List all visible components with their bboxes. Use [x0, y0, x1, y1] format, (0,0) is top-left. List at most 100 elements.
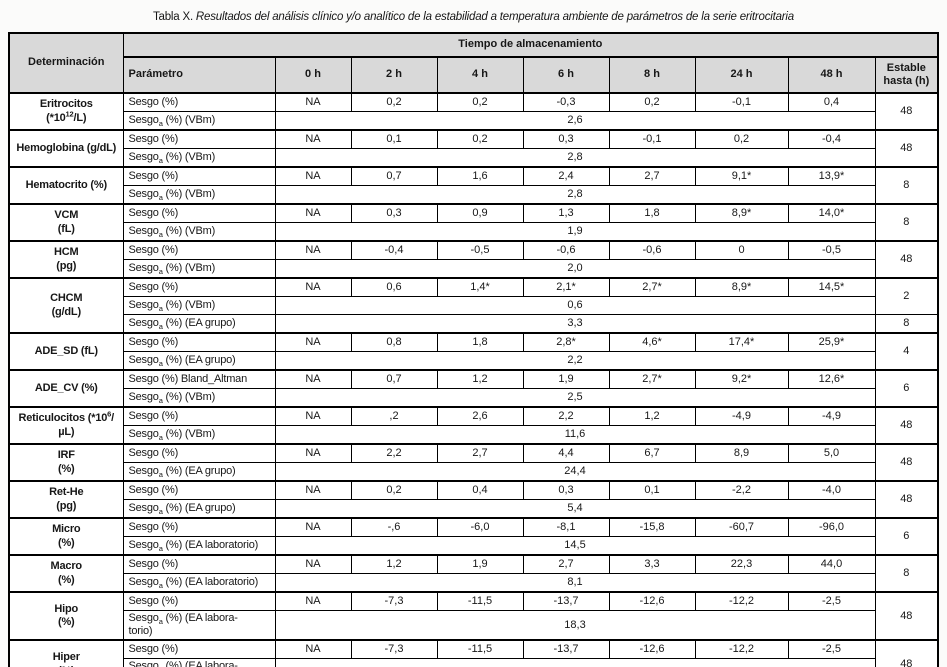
value-cell: -0,1 — [608, 129, 696, 149]
value-cell: 3,3 — [608, 554, 696, 574]
merged-value-cell: 14,5 — [274, 536, 876, 556]
value-cell: NA — [274, 332, 352, 352]
stable-until-cell: 48 — [874, 406, 939, 445]
value-cell: 1,8 — [608, 203, 696, 223]
value-cell: 0,2 — [436, 129, 524, 149]
value-cell: -0,1 — [694, 92, 789, 112]
determination-cell: Hiper(%) — [8, 639, 124, 667]
parameter-cell: Sesgoa (%) (EA grupo) — [122, 462, 276, 482]
value-cell: -4,9 — [694, 406, 789, 426]
stable-until-cell: 48 — [874, 590, 939, 641]
parameter-cell: Sesgo (%) — [122, 480, 276, 500]
table-row: Hemoglobina (g/dL) Sesgo (%) NA 0,1 0,2 0,3 -0… — [8, 129, 939, 168]
header-determinacion: Determinación — [8, 32, 124, 94]
parameter-cell: Sesgo (%) — [122, 129, 276, 149]
table-row: Reticulocitos (*106/µL) Sesgo (%) NA ,2 2,6 2… — [8, 406, 939, 445]
determination-cell: CHCM (g/dL) — [8, 277, 124, 334]
value-cell: -0,4 — [350, 240, 438, 260]
table-title-prefix: Tabla X. — [152, 11, 193, 23]
value-cell: -12,2 — [694, 639, 789, 660]
parameter-cell: Sesgoa (%) (VBm) — [122, 296, 276, 315]
value-cell: NA — [274, 554, 352, 574]
value-cell: -2,2 — [694, 480, 789, 500]
determination-cell: HCM (pg) — [8, 240, 124, 279]
table-row: Sesgoa (%) (EA grupo) 2,2 — [9, 351, 938, 371]
value-cell: 2,7* — [608, 277, 696, 297]
table-row: Sesgoa (%) (VBm) 2,6 — [9, 111, 938, 131]
determination-cell: Micro (%) — [8, 517, 124, 556]
stable-until-cell: 48 — [874, 129, 939, 168]
stable-until-cell: 6 — [874, 517, 939, 556]
value-cell: NA — [274, 166, 352, 186]
value-cell: 2,2 — [522, 406, 610, 426]
merged-value-cell: 3,3 — [274, 314, 876, 334]
stable-until-cell: 48 — [874, 443, 939, 482]
table-row: Eritrocitos (*1012/L) Sesgo (%) NA 0,2 0,2 -0,… — [8, 92, 939, 131]
value-cell: 1,6 — [436, 166, 524, 186]
table-row: Sesgoa (%) (VBm) 2,5 — [9, 388, 938, 408]
value-cell: NA — [274, 480, 352, 500]
table-row: Macro (%) Sesgo (%) NA 1,2 1,9 2,7 3,3 22,3 44,0 8 — [8, 554, 939, 593]
header-time-24h: 24 h — [694, 56, 789, 94]
value-cell: 1,9 — [436, 554, 524, 574]
value-cell: 8,9 — [694, 443, 789, 463]
merged-value-cell: 2,8 — [274, 148, 876, 168]
stable-until-cell: 8 — [874, 314, 939, 334]
determination-cell: ADE_SD (fL) — [8, 332, 124, 371]
parameter-cell: Sesgoa (%) (EA grupo) — [122, 314, 276, 334]
value-cell: 2,1* — [522, 277, 610, 297]
parameter-cell: Sesgoa (%) (VBm) — [122, 111, 276, 131]
value-cell: 0,2 — [436, 92, 524, 112]
value-cell: 2,4 — [522, 166, 610, 186]
value-cell: 0,2 — [694, 129, 789, 149]
value-cell: -,6 — [350, 517, 438, 537]
value-cell: -0,5 — [436, 240, 524, 260]
parameter-cell: Sesgoa (%) (VBm) — [122, 185, 276, 205]
value-cell: 2,2 — [350, 443, 438, 463]
merged-value-cell: 2,2 — [274, 351, 876, 371]
stable-until-cell: 2 — [874, 277, 939, 315]
table-row: Sesgoa (%) (VBm) 2,8 — [9, 185, 938, 205]
determination-cell: Reticulocitos (*106/µL) — [8, 406, 124, 445]
value-cell: -8,1 — [522, 517, 610, 537]
value-cell: 0,2 — [350, 480, 438, 500]
value-cell: -13,7 — [522, 639, 610, 660]
value-cell: 25,9* — [787, 332, 876, 352]
value-cell: 8,9* — [694, 203, 789, 223]
table-row: Sesgoa (%) (EA labora-torio)18,3 — [9, 658, 938, 667]
merged-value-cell: 24,4 — [274, 462, 876, 482]
table-row: VCM (fL) Sesgo (%) NA 0,3 0,9 1,3 1,8 8,9* 14,0* 8 — [8, 203, 939, 242]
parameter-cell: Sesgoa (%) (VBm) — [122, 259, 276, 279]
value-cell: 0 — [694, 240, 789, 260]
value-cell: -11,5 — [436, 639, 524, 660]
value-cell: ,2 — [350, 406, 438, 426]
value-cell: -0,6 — [608, 240, 696, 260]
parameter-cell: Sesgo (%) — [122, 406, 276, 426]
table-row: ADE_SD (fL) Sesgo (%) NA 0,8 1,8 2,8* 4,6* 17,4… — [8, 332, 939, 371]
table-row: Sesgoa (%) (EA grupo) 3,3 8 — [9, 314, 939, 334]
value-cell: -4,0 — [787, 480, 876, 500]
table-row: CHCM (g/dL) Sesgo (%) NA 0,6 1,4* 2,1* 2,7* 8,9*… — [8, 277, 939, 334]
value-cell: NA — [274, 591, 352, 611]
parameter-cell: Sesgo (%) — [122, 166, 276, 186]
value-cell: -2,5 — [787, 591, 876, 611]
table-row: Hiper(%)Sesgo (%)NA-7,3-11,5-13,7-12,6-1… — [8, 639, 939, 667]
stable-until-cell: 6 — [874, 369, 939, 408]
value-cell: 8,9* — [694, 277, 789, 297]
merged-value-cell: 18,3 — [274, 610, 876, 641]
header-time-8h: 8 h — [608, 56, 696, 94]
value-cell: 1,8 — [436, 332, 524, 352]
value-cell: 0,6 — [350, 277, 438, 297]
value-cell: 0,4 — [787, 92, 876, 112]
parameter-cell: Sesgo (%) — [122, 443, 276, 463]
parameter-cell: Sesgoa (%) (EA laboratorio) — [122, 573, 276, 593]
value-cell: -7,3 — [350, 639, 438, 660]
table-row: Sesgoa (%) (EA laboratorio) 14,5 — [9, 536, 938, 556]
table-row: Sesgoa (%) (VBm) 1,9 — [9, 222, 938, 242]
value-cell: 0,1 — [350, 129, 438, 149]
value-cell: 0,9 — [436, 203, 524, 223]
value-cell: -7,3 — [350, 591, 438, 611]
merged-value-cell: 2,0 — [274, 259, 876, 279]
value-cell: -11,5 — [436, 591, 524, 611]
